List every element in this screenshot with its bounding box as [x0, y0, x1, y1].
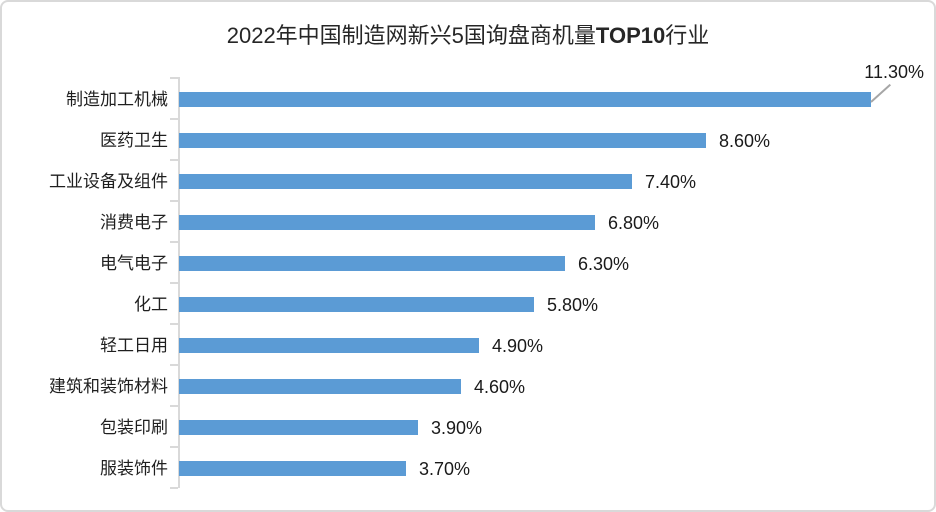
value-label: 8.60% [719, 130, 771, 151]
category-label: 电气电子 [100, 253, 168, 273]
category-label: 服装饰件 [100, 458, 168, 478]
value-label: 4.90% [492, 335, 544, 356]
value-label: 4.60% [474, 376, 526, 397]
bar [179, 420, 418, 435]
bar [179, 379, 461, 394]
chart-title-suffix: 行业 [665, 23, 710, 48]
bar [179, 256, 565, 271]
category-label: 消费电子 [100, 212, 168, 232]
value-label: 3.90% [431, 417, 483, 438]
bar [179, 215, 595, 230]
axis-tick [170, 77, 178, 79]
leader-line [870, 83, 891, 103]
value-label: 5.80% [547, 294, 599, 315]
category-label: 包装印刷 [100, 417, 168, 437]
bar [179, 133, 706, 148]
category-label: 医药卫生 [100, 130, 168, 150]
value-label: 6.30% [578, 253, 630, 274]
category-label: 工业设备及组件 [49, 171, 168, 191]
bar [179, 338, 479, 353]
bar [179, 174, 632, 189]
category-axis-line [178, 77, 180, 488]
category-label: 轻工日用 [100, 335, 168, 355]
value-label: 3.70% [419, 458, 471, 479]
chart-title: 2022年中国制造网新兴5国询盘商机量TOP10行业 [2, 18, 934, 50]
axis-tick [170, 323, 178, 325]
axis-tick [170, 446, 178, 448]
category-label: 化工 [134, 294, 168, 314]
bar [179, 297, 534, 312]
axis-tick [170, 159, 178, 161]
axis-tick [170, 364, 178, 366]
category-label: 制造加工机械 [66, 89, 168, 109]
category-label: 建筑和装饰材料 [49, 376, 168, 396]
value-label: 11.30% [864, 62, 924, 82]
axis-tick [170, 200, 178, 202]
value-label: 7.40% [645, 171, 697, 192]
axis-tick [170, 241, 178, 243]
bar [179, 92, 871, 107]
axis-tick [170, 405, 178, 407]
chart-title-prefix: 2022年中国制造网新兴5国询盘商机量 [226, 23, 596, 48]
value-label: 6.80% [608, 212, 660, 233]
chart-title-top10: TOP10 [595, 23, 666, 48]
axis-tick [170, 487, 178, 489]
bar [179, 461, 406, 476]
axis-tick [170, 282, 178, 284]
axis-tick [170, 118, 178, 120]
